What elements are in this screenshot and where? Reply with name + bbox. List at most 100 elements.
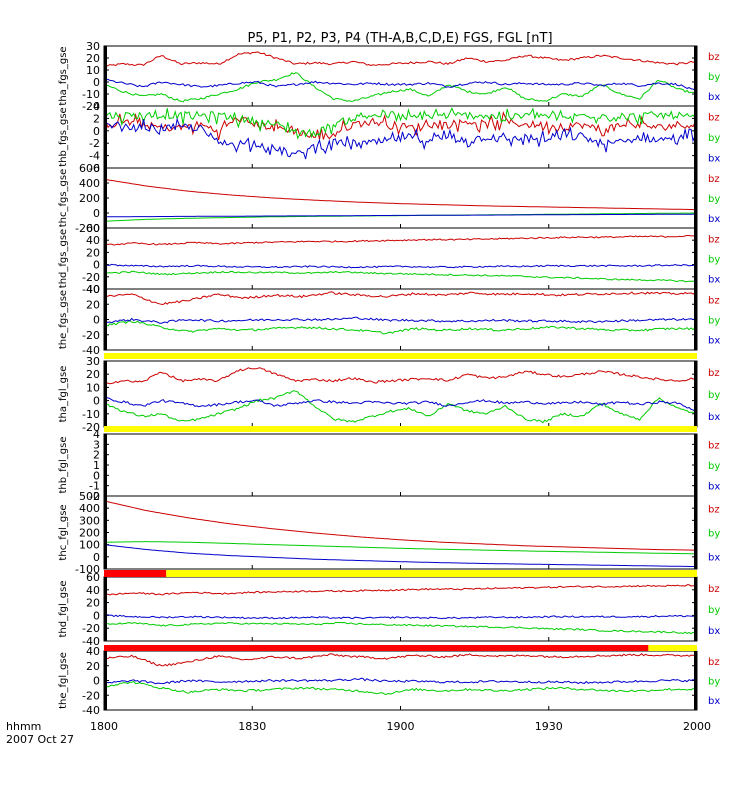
y-tick-label: 0 (93, 469, 100, 482)
edge-strip-right (694, 228, 697, 289)
y-tick-label: 200 (79, 192, 100, 205)
y-tick-label: 60 (86, 222, 100, 235)
panel-frame (103, 495, 698, 570)
edge-strip-left (104, 361, 107, 427)
panel-the_fgs_gse: 40 20 0 -20 -40 the_fgs_gse bz by bx (58, 283, 720, 357)
series-by (104, 680, 697, 695)
y-tick-label: 10 (86, 381, 100, 394)
panel-frame (103, 167, 698, 229)
panel-thc_fgs_gse: 600 400 200 0 -200 thc_fgs_gse bz by bx (58, 162, 720, 235)
y-tick-label: 40 (86, 234, 100, 247)
legend-bx: bx (708, 336, 720, 347)
edge-strip-right (694, 168, 697, 228)
flag-bar (104, 570, 697, 577)
legend-bz: bz (708, 234, 720, 245)
y-tick-label: 0 (93, 207, 100, 220)
legend-bz: bz (708, 368, 720, 379)
y-tick-label: 400 (79, 502, 100, 515)
legend-by: by (708, 529, 720, 540)
y-tick-label: 600 (79, 162, 100, 175)
edge-strip-left (104, 46, 107, 106)
series-by (104, 270, 697, 283)
flag-bar (104, 645, 697, 651)
panel-frame (103, 105, 698, 169)
legend-bz: bz (708, 441, 720, 452)
y-tick-label: 0 (93, 314, 100, 327)
y-tick-label: 30 (86, 40, 100, 53)
legend-bx: bx (708, 481, 720, 492)
x-tick-label: 1930 (535, 720, 563, 733)
y-tick-label: 3 (93, 438, 100, 451)
y-tick-label: -6 (89, 162, 100, 175)
series-bx (104, 397, 697, 412)
legend-bz: bz (708, 295, 720, 306)
legend-bz: bz (708, 113, 720, 124)
legend-by: by (708, 194, 720, 205)
edge-strip-right (694, 577, 697, 641)
y-tick-label: -2 (89, 490, 100, 503)
y-tick-label: 400 (79, 177, 100, 190)
flag-segment (104, 570, 167, 577)
legend-bz: bz (708, 657, 720, 668)
series-by (104, 107, 697, 140)
edge-strip-right (694, 106, 697, 168)
y-tick-label: 60 (86, 571, 100, 584)
y-tick-label: 0 (93, 675, 100, 688)
series-bz (104, 500, 697, 551)
y-tick-label: 0 (93, 259, 100, 272)
legend-by: by (708, 72, 720, 83)
series-bz (104, 111, 697, 141)
legend-bx: bx (708, 626, 720, 637)
y-tick-label: -40 (82, 635, 100, 648)
y-tick-label: 4 (93, 100, 100, 113)
edge-strip-left (104, 289, 107, 350)
legend-by: by (708, 390, 720, 401)
y-tick-label: -1 (89, 480, 100, 493)
series-by (104, 319, 697, 335)
edge-strip-right (694, 289, 697, 350)
series-bx (104, 213, 697, 218)
legend-by: by (708, 461, 720, 472)
plot-title: P5, P1, P2, P3, P4 (TH-A,B,C,D,E) FGS, F… (247, 31, 552, 46)
y-tick-label: 2 (93, 112, 100, 125)
y-tick-label: 0 (93, 609, 100, 622)
y-tick-label: 10 (86, 64, 100, 77)
y-tick-label: 0 (93, 125, 100, 138)
series-by (104, 541, 697, 555)
y-axis-label: the_fgs_gse (58, 290, 69, 349)
date-label: 2007 Oct 27 (6, 733, 74, 746)
series-bx (104, 544, 697, 568)
y-tick-label: 200 (79, 527, 100, 540)
legend-bx: bx (708, 214, 720, 225)
y-tick-label: 20 (86, 597, 100, 610)
legend-by: by (708, 133, 720, 144)
legend-bx: bx (708, 412, 720, 423)
edge-strip-left (104, 651, 107, 710)
y-tick-label: -20 (82, 100, 100, 113)
edge-strip-right (694, 651, 697, 710)
y-tick-label: -4 (89, 150, 100, 163)
y-axis-label: the_fgl_gse (58, 652, 69, 709)
edge-strip-left (104, 434, 107, 496)
y-tick-label: 20 (86, 246, 100, 259)
x-tick-label: 2000 (683, 720, 711, 733)
y-tick-label: 20 (86, 368, 100, 381)
series-by (104, 621, 697, 635)
flag-bar (104, 353, 697, 359)
legend-bz: bz (708, 584, 720, 595)
y-axis-label: tha_fgl_gse (58, 366, 69, 423)
y-tick-label: -20 (82, 689, 100, 702)
y-tick-label: -10 (82, 408, 100, 421)
y-axis-label: thc_fgs_gse (58, 169, 69, 228)
y-tick-label: 20 (86, 52, 100, 65)
y-tick-label: 500 (79, 490, 100, 503)
edge-strip-left (104, 228, 107, 289)
flag-segment (104, 645, 649, 651)
series-by (104, 72, 697, 103)
